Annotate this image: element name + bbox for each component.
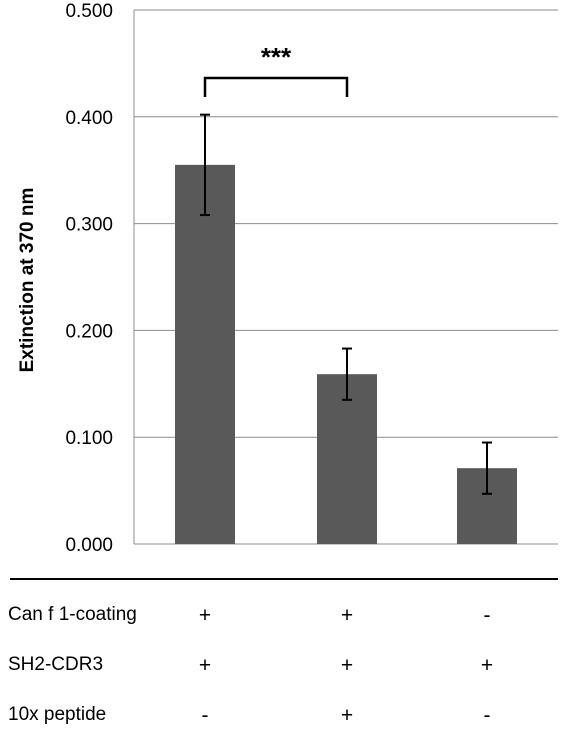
bracket-line	[203, 76, 349, 97]
y-tick-label: 0.000	[65, 535, 113, 556]
row-label: 10x peptide	[8, 704, 107, 725]
y-tick-label: 0.500	[65, 1, 113, 22]
table-divider	[10, 578, 558, 580]
y-tick-label: 0.200	[65, 321, 113, 342]
significance-label: ***	[261, 42, 292, 72]
condition-cell: -	[483, 604, 491, 627]
bar	[317, 374, 377, 544]
row-label: SH2-CDR3	[8, 654, 104, 675]
significance-bracket: ***	[203, 42, 349, 97]
y-axis-label: Extinction at 370 nm	[17, 188, 38, 373]
y-axis-ticks: 0.000 0.100 0.200 0.300 0.400 0.500	[65, 1, 113, 556]
condition-cell: +	[340, 654, 354, 677]
y-tick-label: 0.400	[65, 108, 113, 129]
condition-cell: +	[340, 604, 354, 627]
condition-cell: +	[198, 604, 212, 627]
bar	[175, 164, 235, 545]
condition-cell: +	[480, 654, 494, 677]
condition-row-sh2-cdr3: SH2-CDR3 + + +	[0, 654, 566, 688]
condition-cell: +	[340, 704, 354, 727]
condition-row-can-f1-coating: Can f 1-coating + + -	[0, 604, 566, 638]
bar-chart: 0.000 0.100 0.200 0.300 0.400 0.500 *** Extin…	[17, 1, 558, 556]
y-tick-label: 0.300	[65, 215, 113, 236]
condition-cell: +	[198, 654, 212, 677]
condition-cell: -	[201, 704, 209, 727]
bars	[175, 164, 517, 545]
y-tick-label: 0.100	[65, 428, 113, 449]
condition-row-10x-peptide: 10x peptide - + -	[0, 704, 566, 738]
error-bars	[200, 113, 492, 495]
condition-cell: -	[483, 704, 491, 727]
row-label: Can f 1-coating	[8, 604, 137, 625]
